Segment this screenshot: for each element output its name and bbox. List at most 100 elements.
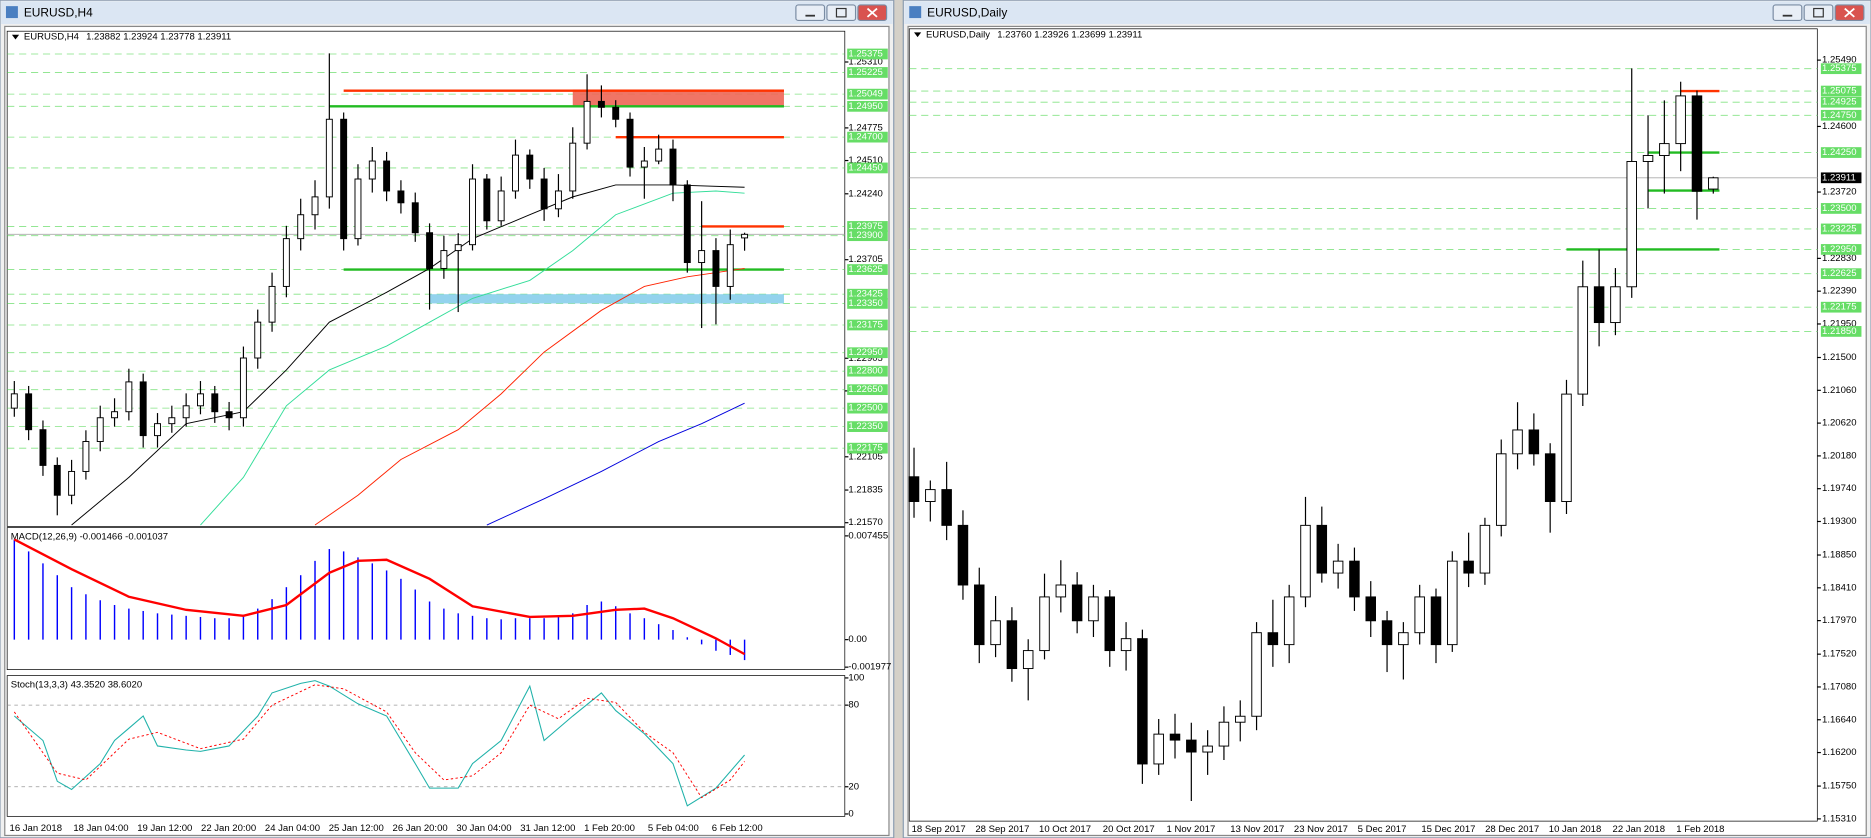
y-tick-label: 1.15310 xyxy=(1822,813,1856,824)
candle-body xyxy=(239,357,247,419)
level-label-box xyxy=(1820,301,1862,313)
level-label: 1.25225 xyxy=(848,67,882,78)
level-label: 1.24450 xyxy=(848,162,882,173)
price-panel xyxy=(6,30,846,527)
level-label-box xyxy=(1820,147,1862,158)
level-label: 1.22950 xyxy=(848,347,882,358)
level-label: 1.22500 xyxy=(848,403,882,414)
candle-body xyxy=(340,118,348,240)
candle-body xyxy=(908,476,920,502)
y-tick-label: 1.16200 xyxy=(1822,747,1856,758)
candle-body xyxy=(225,411,233,419)
level-label-box xyxy=(847,131,888,143)
candle-body xyxy=(1398,632,1409,646)
indicator-label: MACD(12,26,9) -0.001466 -0.001037 xyxy=(11,532,168,543)
y-tick-label: 20 xyxy=(848,781,859,792)
minimize-button[interactable] xyxy=(795,4,826,22)
price-label-box xyxy=(1820,172,1862,184)
candle-body xyxy=(254,321,262,359)
level-label-box xyxy=(1820,63,1862,75)
x-tick-label: 31 Jan 12:00 xyxy=(520,823,575,834)
candle-body xyxy=(1430,596,1442,646)
candle-body xyxy=(1528,429,1540,455)
level-label-box xyxy=(847,67,888,78)
y-tick-label: 1.21500 xyxy=(1822,352,1856,363)
level-label: 1.24700 xyxy=(848,132,882,143)
candle-body xyxy=(1153,733,1164,765)
y-tick-label: 1.17970 xyxy=(1822,615,1856,626)
candle-body xyxy=(483,178,491,222)
level-label-box xyxy=(1820,223,1862,235)
zone xyxy=(572,89,784,107)
y-tick-label: 1.17080 xyxy=(1822,681,1856,692)
candle-body xyxy=(1414,596,1425,634)
window-icon xyxy=(5,6,18,19)
level-label: 1.24750 xyxy=(1822,110,1856,121)
candle-body xyxy=(1186,739,1197,753)
x-tick-label: 22 Jan 2018 xyxy=(1613,824,1665,835)
candle-body xyxy=(1218,721,1230,747)
y-tick-label: 0.00 xyxy=(848,634,867,645)
x-tick-label: 16 Jan 2018 xyxy=(10,823,62,834)
level-label: 1.21850 xyxy=(1822,326,1856,337)
level-label: 1.23900 xyxy=(848,230,882,241)
candle-body xyxy=(454,244,462,252)
x-tick-label: 10 Jan 2018 xyxy=(1549,824,1601,835)
candle-body xyxy=(1071,584,1083,622)
y-tick-label: 1.24775 xyxy=(848,122,882,133)
y-tick-label: 1.22830 xyxy=(1822,253,1856,264)
candle-body xyxy=(1055,584,1067,598)
y-tick-label: 1.21060 xyxy=(1822,385,1856,396)
x-tick-label: 1 Feb 2018 xyxy=(1676,824,1724,835)
candle-body xyxy=(1642,155,1654,162)
candle-body xyxy=(1006,620,1018,670)
level-label-box xyxy=(847,365,888,377)
x-tick-label: 26 Jan 20:00 xyxy=(393,823,448,834)
level-label: 1.22800 xyxy=(848,366,882,377)
candle-body xyxy=(82,441,90,472)
zone xyxy=(429,294,784,304)
level-label-box xyxy=(1820,244,1862,255)
candle-body xyxy=(96,417,104,442)
candle-body xyxy=(1495,453,1507,526)
x-tick-label: 18 Jan 04:00 xyxy=(73,823,128,834)
level-label: 1.22350 xyxy=(848,421,882,432)
indicator-panel xyxy=(6,527,846,670)
candle-body xyxy=(1479,524,1491,574)
minimize-button[interactable] xyxy=(1772,4,1803,22)
candle-body xyxy=(325,118,333,198)
candle-body xyxy=(526,154,534,180)
indicator-line xyxy=(13,538,746,656)
level-label: 1.23500 xyxy=(1822,203,1856,214)
level-label: 1.25049 xyxy=(848,89,882,100)
y-tick-label: 0.007455 xyxy=(848,530,888,541)
close-icon xyxy=(1844,7,1855,18)
level-label: 1.22950 xyxy=(1822,244,1856,255)
y-tick-label: 1.18410 xyxy=(1822,582,1856,593)
y-tick-label: 1.22105 xyxy=(848,451,882,462)
candle-body xyxy=(1463,560,1474,574)
level-label: 1.22650 xyxy=(848,384,882,395)
candle-body xyxy=(1626,161,1637,288)
level-label-box xyxy=(847,347,888,359)
indicator-line xyxy=(13,684,745,799)
y-tick-label: 1.21950 xyxy=(1822,318,1856,329)
candle-body xyxy=(1202,745,1213,753)
restore-icon xyxy=(835,7,847,18)
level-label: 1.23975 xyxy=(848,221,882,232)
candle-body xyxy=(354,178,362,240)
candle-body xyxy=(125,381,133,413)
candle-body xyxy=(1447,560,1458,646)
y-tick-label: 1.19740 xyxy=(1822,483,1856,494)
candle-body xyxy=(698,250,706,264)
restore-button[interactable] xyxy=(826,4,857,22)
candle-body xyxy=(1104,596,1116,652)
candle-body xyxy=(1316,524,1328,574)
symbol-name: EURUSD,Daily xyxy=(926,29,990,40)
restore-button[interactable] xyxy=(1803,4,1834,22)
y-tick-label: 1.16640 xyxy=(1822,714,1856,725)
candle-body xyxy=(1120,638,1132,652)
candle-body xyxy=(1349,560,1360,598)
